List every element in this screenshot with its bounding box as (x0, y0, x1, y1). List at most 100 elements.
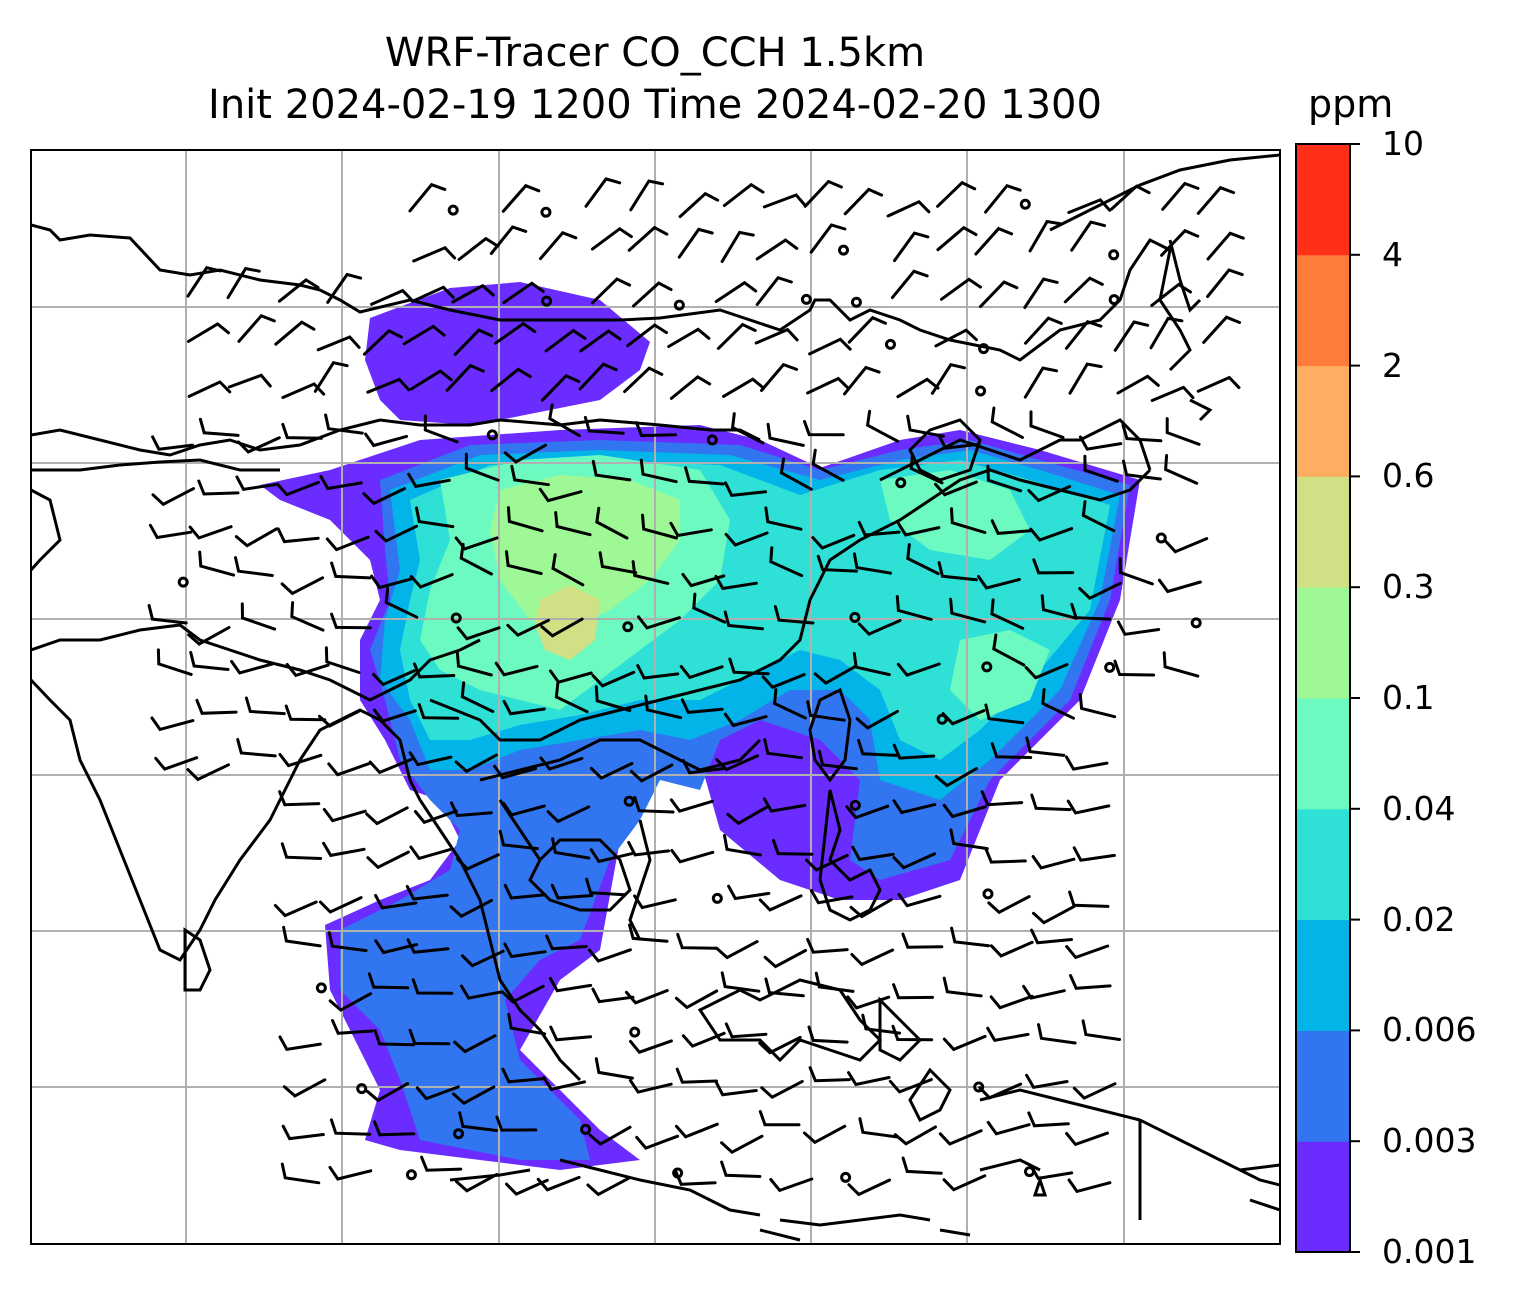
wind-barb (412, 246, 457, 263)
wind-barb (590, 226, 633, 251)
wind-barb (626, 323, 668, 348)
wind-barb (950, 926, 991, 948)
wind-barb (934, 767, 978, 788)
wind-barb (627, 225, 669, 252)
wind-barb (591, 459, 632, 482)
wind-barb (845, 804, 890, 820)
wind-barb (413, 662, 456, 679)
colorbar-segment (1296, 1030, 1350, 1142)
wind-barb (805, 853, 849, 872)
wind-barb (445, 363, 485, 392)
wind-barb (624, 989, 669, 1005)
wind-barb (502, 281, 545, 305)
wind-barb (809, 223, 847, 254)
wind-barb (186, 265, 222, 298)
wind-barb (631, 560, 670, 585)
wind-barb (1031, 855, 1076, 870)
wind-barb (368, 758, 413, 775)
wind-barb (817, 749, 858, 771)
wind-barb (451, 283, 495, 304)
wind-barb (278, 1035, 322, 1051)
wind-barb (843, 187, 884, 216)
wind-barb (716, 322, 757, 350)
wind-barb (677, 227, 714, 259)
wind-barb (583, 416, 625, 435)
wind-barb (1150, 282, 1192, 307)
wind-barb (148, 523, 193, 540)
wind-barb (595, 506, 629, 540)
wind-barb (807, 1025, 849, 1044)
wind-barb (507, 1012, 547, 1036)
wind-barb (330, 561, 372, 580)
wind-barb (1206, 268, 1244, 298)
wind-barb (415, 506, 455, 529)
wind-barb (811, 533, 856, 550)
wind-barb (197, 479, 240, 496)
wind-barb (674, 989, 719, 1010)
colorbar-tick-label: 2 (1382, 345, 1403, 385)
calm-wind-marker (1104, 661, 1116, 673)
wind-barb (1066, 799, 1111, 815)
wind-barb (578, 362, 618, 391)
wind-barb (280, 1162, 321, 1185)
wind-barb (629, 179, 665, 212)
wind-barb (1072, 1082, 1117, 1100)
wind-barb (978, 1082, 1023, 1100)
wind-barb (715, 940, 759, 960)
wind-barb (726, 804, 770, 826)
wind-barb (1149, 316, 1184, 350)
wind-barb (372, 669, 416, 687)
wind-barb (318, 709, 362, 728)
wind-barb (274, 320, 316, 346)
wind-barb (892, 852, 937, 870)
wind-barb (406, 938, 450, 954)
wind-barb (364, 432, 408, 448)
wind-barb (779, 457, 813, 491)
wind-barb (1070, 220, 1106, 252)
wind-barb (226, 266, 261, 300)
wind-barb (766, 422, 805, 447)
wind-barb (1032, 558, 1075, 575)
wind-barb (977, 575, 1021, 590)
wind-barb (188, 525, 233, 540)
wind-barb (1113, 659, 1156, 677)
wind-barb (636, 664, 680, 680)
wind-barb (755, 275, 793, 306)
wind-barb (413, 809, 458, 825)
wind-barb (893, 231, 930, 263)
wind-barb (456, 626, 501, 641)
wind-barb (681, 758, 725, 775)
wind-barb (678, 191, 720, 219)
wind-barb (895, 595, 933, 621)
wind-barb (763, 949, 807, 969)
wind-barb (370, 288, 414, 306)
calm-wind-marker (895, 477, 907, 489)
calm-wind-marker (800, 293, 812, 305)
wind-barb (769, 546, 804, 578)
calm-wind-marker (1155, 532, 1167, 544)
wind-barb (453, 1034, 497, 1054)
wind-barb (989, 994, 1034, 1010)
wind-barb (724, 1022, 768, 1039)
wind-barb (1113, 320, 1150, 352)
wind-barb (639, 458, 678, 484)
wind-barb (328, 1165, 373, 1181)
wind-barb (544, 328, 587, 353)
gridlines (31, 150, 1280, 1244)
wind-barb (892, 743, 936, 760)
calm-wind-marker (982, 888, 994, 900)
wind-barb (813, 664, 857, 685)
wind-barb (846, 995, 891, 1010)
colorbar-tick-label: 0.04 (1382, 788, 1456, 828)
coastlines (31, 153, 1280, 1242)
wind-barb (930, 363, 966, 395)
wind-barb (722, 182, 765, 208)
wind-barb (550, 883, 594, 900)
wind-barb (455, 650, 493, 677)
wind-barb (637, 615, 681, 630)
wind-barb (151, 435, 195, 451)
wind-barb (806, 700, 846, 722)
wind-barb (327, 761, 372, 777)
wind-barb (276, 480, 320, 497)
wind-barb (548, 403, 581, 438)
